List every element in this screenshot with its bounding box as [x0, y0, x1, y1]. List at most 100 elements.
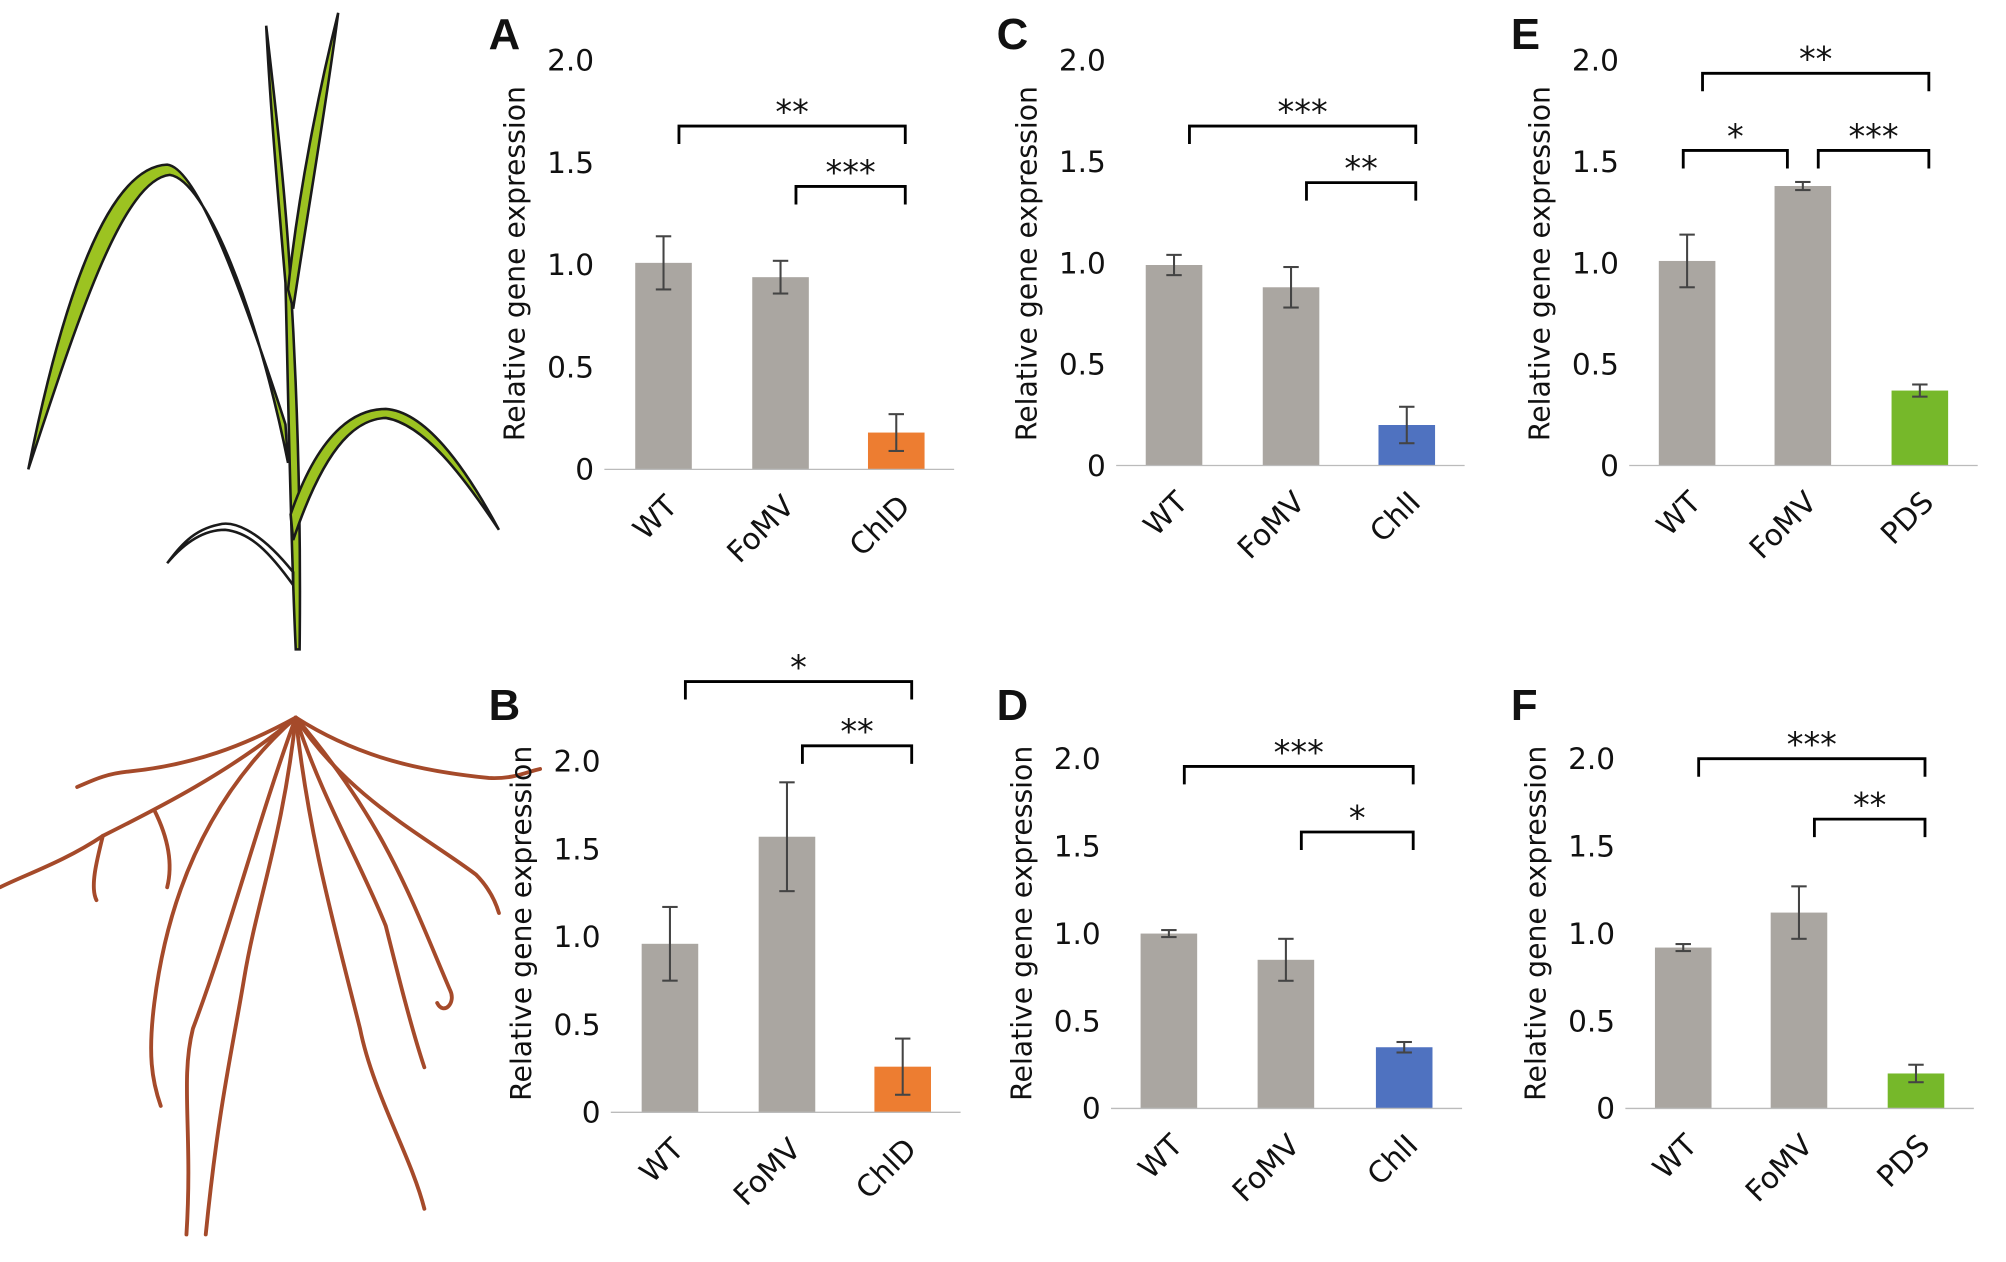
- significance-label: ***: [1848, 117, 1898, 156]
- y-tick-label: 1.0: [553, 920, 600, 954]
- y-tick-label: 0: [575, 453, 594, 487]
- error-bar: [1399, 405, 1415, 445]
- panel-label: C: [997, 10, 1029, 59]
- bar: [1262, 287, 1320, 466]
- y-tick-label: 0.5: [553, 1008, 600, 1042]
- error-bar: [1908, 1063, 1924, 1084]
- significance-bracket: [1182, 764, 1415, 785]
- significance-label: **: [1799, 40, 1832, 79]
- significance-bracket: [1816, 149, 1931, 169]
- y-tick-label: 1.5: [1572, 145, 1619, 179]
- y-tick-label: 2.0: [1054, 742, 1101, 776]
- y-tick-label: 1.0: [547, 248, 594, 282]
- error-bar: [1166, 253, 1182, 277]
- y-tick-label: 2.0: [1059, 44, 1106, 78]
- error-bar: [1278, 937, 1294, 982]
- significance-bracket: [1305, 181, 1418, 201]
- x-tick-label: ChlD: [843, 489, 917, 563]
- bar: [1774, 186, 1832, 466]
- bar: [635, 262, 692, 470]
- bar: [752, 277, 809, 470]
- x-tick-label: WT: [633, 1131, 691, 1189]
- significance-label: **: [775, 92, 808, 131]
- x-tick-label: WT: [1137, 484, 1195, 542]
- y-axis-title: Relative gene expression: [1010, 86, 1043, 441]
- significance-bracket: [1812, 817, 1927, 838]
- bar: [1658, 260, 1716, 466]
- panel-label: B: [489, 681, 521, 730]
- error-bar: [888, 413, 904, 452]
- y-axis-title: Relative gene expression: [505, 746, 538, 1101]
- y-tick-label: 1.5: [1059, 145, 1106, 179]
- x-tick-label: FoMV: [1743, 485, 1823, 565]
- error-bar: [1283, 265, 1299, 309]
- significance-bracket: [1299, 830, 1415, 850]
- y-tick-label: 0: [1082, 1092, 1101, 1126]
- y-tick-label: 0.5: [1572, 348, 1619, 382]
- significance-bracket: [1188, 124, 1418, 145]
- significance-label: **: [1853, 786, 1886, 825]
- x-tick-label: FoMV: [720, 489, 800, 569]
- error-bar: [1161, 929, 1177, 939]
- y-tick-label: 1.5: [547, 146, 594, 180]
- panel-label: F: [1511, 681, 1538, 730]
- significance-label: ***: [1274, 733, 1324, 772]
- panel-label: E: [1511, 10, 1540, 59]
- significance-label: *: [1727, 117, 1744, 156]
- y-tick-label: 0: [582, 1096, 601, 1130]
- y-tick-label: 2.0: [553, 745, 600, 779]
- y-tick-label: 0.5: [1054, 1004, 1101, 1038]
- plant-illustration: [27, 12, 501, 651]
- y-tick-label: 1.5: [553, 832, 600, 866]
- significance-bracket: [794, 185, 907, 205]
- error-bar: [1791, 885, 1807, 940]
- x-tick-label: ChlI: [1363, 485, 1427, 549]
- y-axis-title: Relative gene expression: [499, 86, 532, 441]
- panel-label: A: [489, 10, 521, 59]
- y-tick-label: 1.5: [1054, 829, 1101, 863]
- y-tick-label: 2.0: [547, 44, 594, 78]
- x-tick-label: FoMV: [727, 1132, 807, 1212]
- x-tick-label: PDS: [1870, 1128, 1936, 1194]
- y-tick-label: 0: [1596, 1092, 1615, 1126]
- error-bar: [1795, 180, 1811, 192]
- significance-bracket: [1681, 149, 1789, 169]
- significance-label: *: [790, 648, 807, 687]
- bar: [1770, 912, 1828, 1109]
- significance-bracket: [683, 680, 914, 700]
- y-axis-title: Relative gene expression: [1005, 746, 1038, 1101]
- y-tick-label: 1.0: [1572, 246, 1619, 280]
- y-tick-label: 1.0: [1568, 917, 1615, 951]
- error-bar: [894, 1037, 911, 1096]
- y-axis-title: Relative gene expression: [1520, 746, 1553, 1101]
- bar: [1375, 1047, 1433, 1109]
- y-tick-label: 2.0: [1568, 742, 1615, 776]
- error-bar: [779, 781, 795, 893]
- y-tick-label: 0.5: [1568, 1004, 1615, 1038]
- error-bar: [772, 259, 789, 295]
- bar: [1891, 390, 1949, 466]
- y-tick-label: 0: [1600, 449, 1619, 483]
- error-bar: [1912, 383, 1928, 398]
- y-tick-label: 0.5: [1059, 348, 1106, 382]
- error-bar: [1679, 233, 1695, 289]
- y-axis-title: Relative gene expression: [1524, 86, 1557, 441]
- significance-bracket: [1697, 757, 1927, 777]
- significance-label: ***: [1278, 92, 1328, 131]
- x-tick-label: FoMV: [1226, 1128, 1306, 1208]
- significance-bracket: [800, 744, 914, 764]
- x-tick-label: WT: [626, 488, 684, 546]
- x-tick-label: PDS: [1874, 485, 1940, 551]
- significance-label: **: [840, 712, 873, 751]
- significance-label: ***: [826, 153, 876, 192]
- x-tick-label: ChlI: [1361, 1128, 1425, 1192]
- error-bar: [655, 235, 672, 291]
- error-bar: [1675, 943, 1691, 953]
- x-tick-label: WT: [1132, 1127, 1190, 1185]
- bar: [1145, 265, 1203, 466]
- significance-label: *: [1349, 798, 1366, 837]
- x-tick-label: FoMV: [1231, 485, 1311, 565]
- y-tick-label: 0: [1087, 449, 1106, 483]
